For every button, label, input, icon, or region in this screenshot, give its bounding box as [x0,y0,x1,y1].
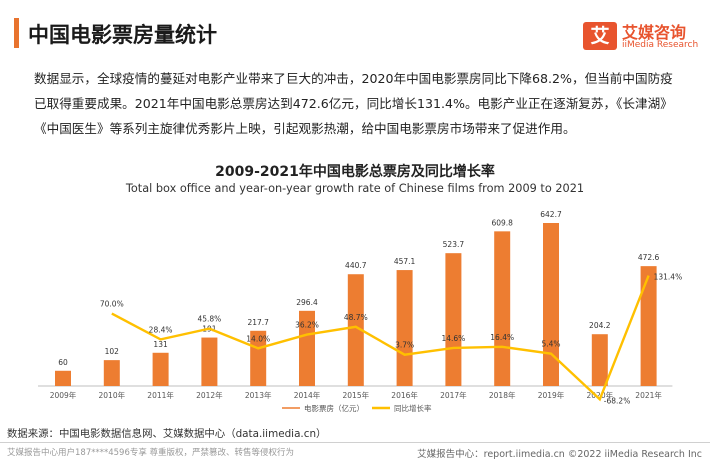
bar-value-label: 609.8 [491,218,513,227]
bar-box-office [543,223,559,386]
bar-box-office [494,231,511,386]
bar-box-office [591,334,608,386]
bar-value-label: 60 [58,358,68,367]
x-tick-label: 2019年 [538,390,565,400]
bar-box-office [396,270,413,386]
growth-value-label: -68.2% [604,396,631,405]
growth-value-label: 5.4% [541,340,560,349]
bar-value-label: 523.7 [443,240,465,249]
x-tick-label: 2015年 [343,390,370,400]
growth-value-label: 14.6% [441,334,465,343]
bar-box-office [152,352,169,386]
footer-divider [0,442,710,443]
bar-value-label: 296.4 [296,298,318,307]
growth-value-label: 70.0% [100,300,124,309]
box-office-chart: 602009年1022010年1312011年1912012年217.72013… [38,210,683,413]
iimedia-logo-icon: 艾 [583,22,617,50]
growth-value-label: 36.2% [295,321,319,330]
bar-value-label: 131 [153,340,168,349]
bar-box-office [445,253,462,386]
x-tick-label: 2020年 [587,390,614,400]
growth-value-label: 131.4% [654,273,683,282]
growth-value-label: 14.0% [246,334,270,343]
data-source-note: 数据来源：中国电影数据信息网、艾媒数据中心（data.iimedia.cn） [7,428,327,440]
report-center-note: 艾媒报告中心：report.iimedia.cn ©2022 iiMedia R… [417,449,702,460]
legend-bar-label: 电影票房（亿元） [304,403,364,413]
growth-value-label: 45.8% [197,315,221,324]
x-tick-label: 2013年 [245,390,272,400]
x-tick-label: 2017年 [440,390,467,400]
growth-value-label: 28.4% [149,325,173,334]
bar-box-office [299,310,315,386]
bar-value-label: 440.7 [345,261,367,270]
bar-box-office [250,330,267,386]
growth-value-label: 3.7% [395,341,414,350]
bar-value-label: 472.6 [638,253,660,262]
x-tick-label: 2011年 [147,390,174,400]
growth-value-label: 16.4% [490,333,514,342]
x-tick-label: 2012年 [196,390,223,400]
growth-value-label: 48.7% [344,313,368,322]
x-tick-label: 2021年 [635,390,662,400]
bar-value-label: 204.2 [589,321,611,330]
bar-box-office [201,337,218,386]
growth-rate-line [111,275,650,402]
title-accent-bar [14,18,19,48]
x-tick-label: 2016年 [391,390,418,400]
x-tick-label: 2009年 [50,390,77,400]
page-title: 中国电影票房量统计 [28,23,217,47]
legend-line-label: 同比增长率 [394,403,432,413]
bar-value-label: 102 [105,347,120,356]
bar-value-label: 457.1 [394,257,416,266]
bar-box-office [347,274,364,386]
logo-brand-english: iiMedia Research [622,40,699,50]
bar-value-label: 217.7 [247,318,269,327]
bar-value-label: 642.7 [540,210,562,219]
chart-title: 2009-2021年中国电影总票房及同比增长率 [215,164,495,180]
intro-paragraph: 数据显示，全球疫情的蔓延对电影产业带来了巨大的冲击，2020年中国电影票房同比下… [34,71,673,136]
copyright-notice: 艾媒报告中心用户187****4596专享 尊重版权，严禁篡改、转售等侵权行为 [7,448,295,458]
x-tick-label: 2010年 [99,390,126,400]
x-tick-label: 2014年 [294,390,321,400]
bar-box-office [103,360,120,386]
logo-brand-name: 艾媒咨询 [622,23,687,42]
x-tick-label: 2018年 [489,390,516,400]
chart-subtitle: Total box office and year-on-year growth… [125,182,585,195]
bar-box-office [55,370,71,386]
bar-box-office [640,266,657,386]
